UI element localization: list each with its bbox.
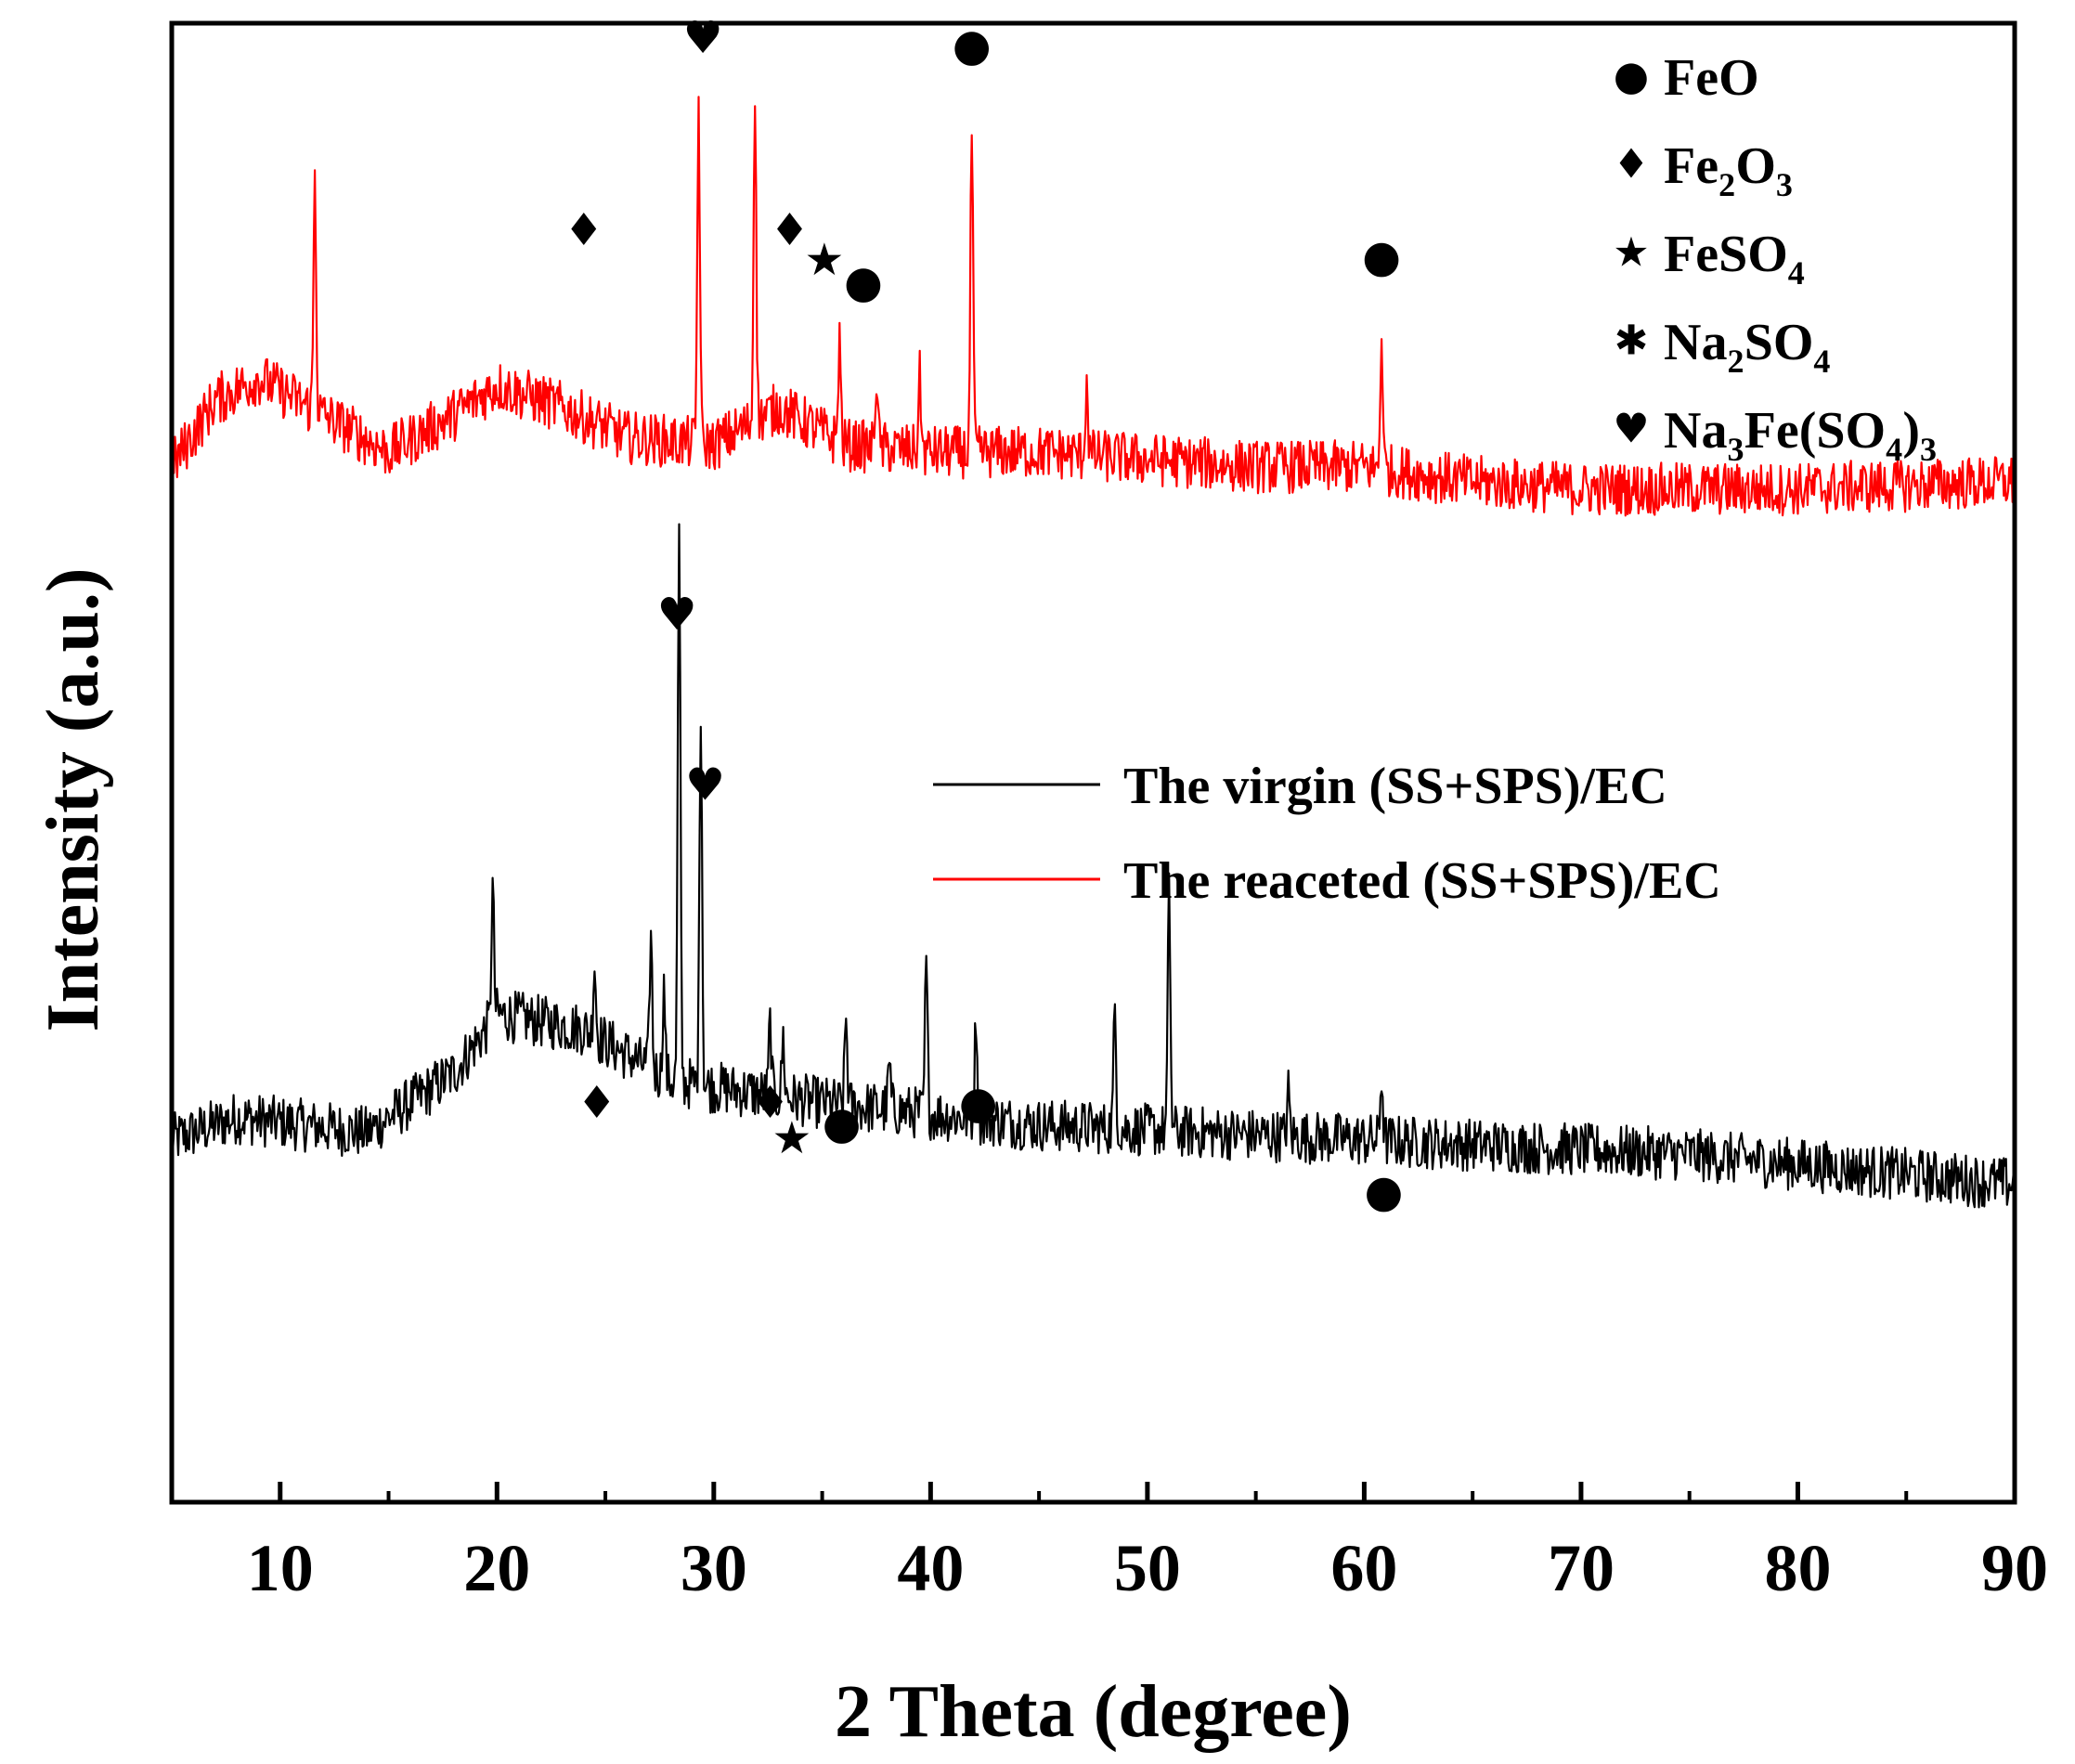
x-axis: 10 20 30 40 50 60 70 80 90 xyxy=(170,1482,2048,1605)
peak-marker-feo: ● xyxy=(953,19,992,71)
plot-frame xyxy=(169,20,2017,1505)
x-tick-label: 40 xyxy=(897,1531,964,1605)
peak-marker-feso4: ★ xyxy=(772,1112,811,1164)
y-axis-label: Intensity (a.u.) xyxy=(32,567,114,1031)
peak-marker-feo: ● xyxy=(1364,1165,1403,1217)
x-tick-label: 50 xyxy=(1114,1531,1181,1605)
peak-marker-fe2o3: ♦ xyxy=(564,204,603,256)
phase-legend-label: Na3 Fe(SO4 )3 xyxy=(1664,402,1937,468)
peak-marker-feo: ● xyxy=(959,1077,998,1129)
x-tick-label: 70 xyxy=(1548,1531,1615,1605)
phase-legend-label: Na2 SO4 xyxy=(1664,314,1830,380)
peak-marker-feo: ● xyxy=(844,256,883,308)
phase-legend-glyph: ♦ xyxy=(1613,141,1649,188)
phase-legend: ● FeO ♦ Fe2 O3 ★ FeSO4 ✱ Na2 SO4 ♥ Na3 Fe(SO4 … xyxy=(1613,49,1937,468)
series-legend-label: The virgin (SS+SPS)/EC xyxy=(1123,758,1667,815)
x-tick-label: 10 xyxy=(247,1531,314,1605)
peak-marker-feso4: ★ xyxy=(804,234,844,286)
phase-legend-glyph: ♥ xyxy=(1613,406,1649,453)
phase-legend-label: Fe2 O3 xyxy=(1664,137,1793,203)
phase-legend-label: FeO xyxy=(1664,49,1759,107)
series-line-0 xyxy=(170,523,2017,1209)
x-tick-label: 20 xyxy=(463,1531,530,1605)
x-tick-label: 80 xyxy=(1764,1531,1831,1605)
peak-marker-na3feso43: ♥ xyxy=(685,759,725,811)
peak-marker-feo: ● xyxy=(823,1097,862,1149)
series-layer xyxy=(170,96,2017,1209)
phase-legend-glyph: ★ xyxy=(1613,229,1649,277)
series-legend-label: The reaceted (SS+SPS)/EC xyxy=(1123,852,1721,910)
peak-marker-fe2o3: ♦ xyxy=(770,204,810,256)
x-tick-label: 30 xyxy=(681,1531,747,1605)
phase-legend-label: FeSO4 xyxy=(1664,226,1805,292)
peak-marker-layer: ♥✱●♦♦★●●♥♥♦♦★●●● xyxy=(564,0,1403,1217)
x-tick-label: 90 xyxy=(1981,1531,2048,1605)
phase-legend-glyph: ✱ xyxy=(1615,318,1649,365)
x-axis-label: 2 Theta (degree) xyxy=(835,1671,1352,1753)
peak-marker-na3feso43: ♥ xyxy=(657,589,697,641)
phase-legend-glyph: ● xyxy=(1614,53,1649,100)
series-legend: The virgin (SS+SPS)/EC The reaceted (SS+S… xyxy=(933,758,1721,910)
peak-marker-fe2o3: ♦ xyxy=(750,1077,790,1129)
peak-marker-feo: ● xyxy=(1362,231,1401,283)
peak-marker-na3feso43: ♥ xyxy=(683,12,723,64)
peak-marker-na2so4: ✱ xyxy=(739,0,785,3)
series-line-1 xyxy=(170,96,2017,517)
x-tick-label: 60 xyxy=(1330,1531,1397,1605)
peak-marker-fe2o3: ♦ xyxy=(577,1077,616,1129)
